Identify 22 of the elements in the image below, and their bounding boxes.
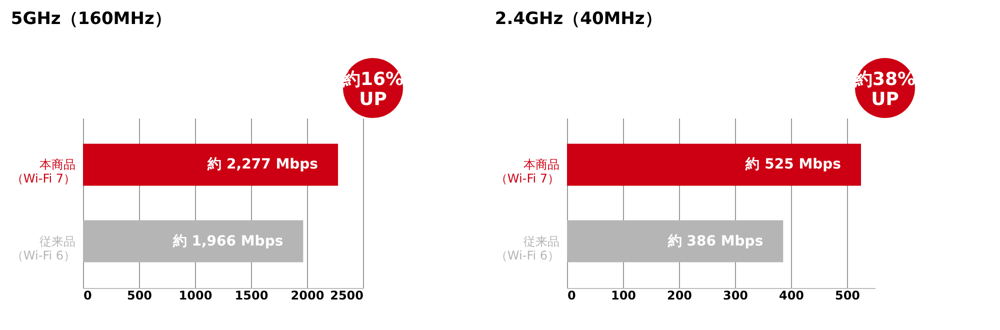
- x-tick-label: 1000: [178, 288, 212, 302]
- x-tick-label: 0: [568, 288, 576, 302]
- data-label: 約 2,277 Mbps: [206, 156, 318, 173]
- x-tick-label: 500: [834, 288, 860, 302]
- x-tick-label: 2000: [290, 288, 324, 302]
- x-tick-label: 200: [666, 288, 692, 302]
- chart-title: 2.4GHz（40MHz）: [494, 9, 662, 29]
- x-tick-label: 2500: [330, 288, 364, 302]
- data-label: 約 386 Mbps: [666, 233, 764, 250]
- x-tick-label: 500: [126, 288, 152, 302]
- x-tick-label: 300: [722, 288, 748, 302]
- y-tick-label: 本商品（Wi-Fi 7）: [495, 158, 560, 186]
- y-tick-label: 従来品（Wi-Fi 6）: [495, 234, 560, 262]
- x-tick-label: 100: [610, 288, 636, 302]
- data-label: 約 525 Mbps: [744, 156, 841, 173]
- y-tick-label: 本商品（Wi-Fi 7）: [11, 158, 76, 186]
- data-label: 約 1,966 Mbps: [172, 233, 284, 250]
- x-tick-label: 400: [778, 288, 804, 302]
- x-tick-label: 0: [84, 288, 92, 302]
- x-tick-label: 1500: [234, 288, 268, 302]
- chart-title: 5GHz（160MHz）: [10, 9, 172, 29]
- y-tick-label: 従来品（Wi-Fi 6）: [11, 234, 76, 262]
